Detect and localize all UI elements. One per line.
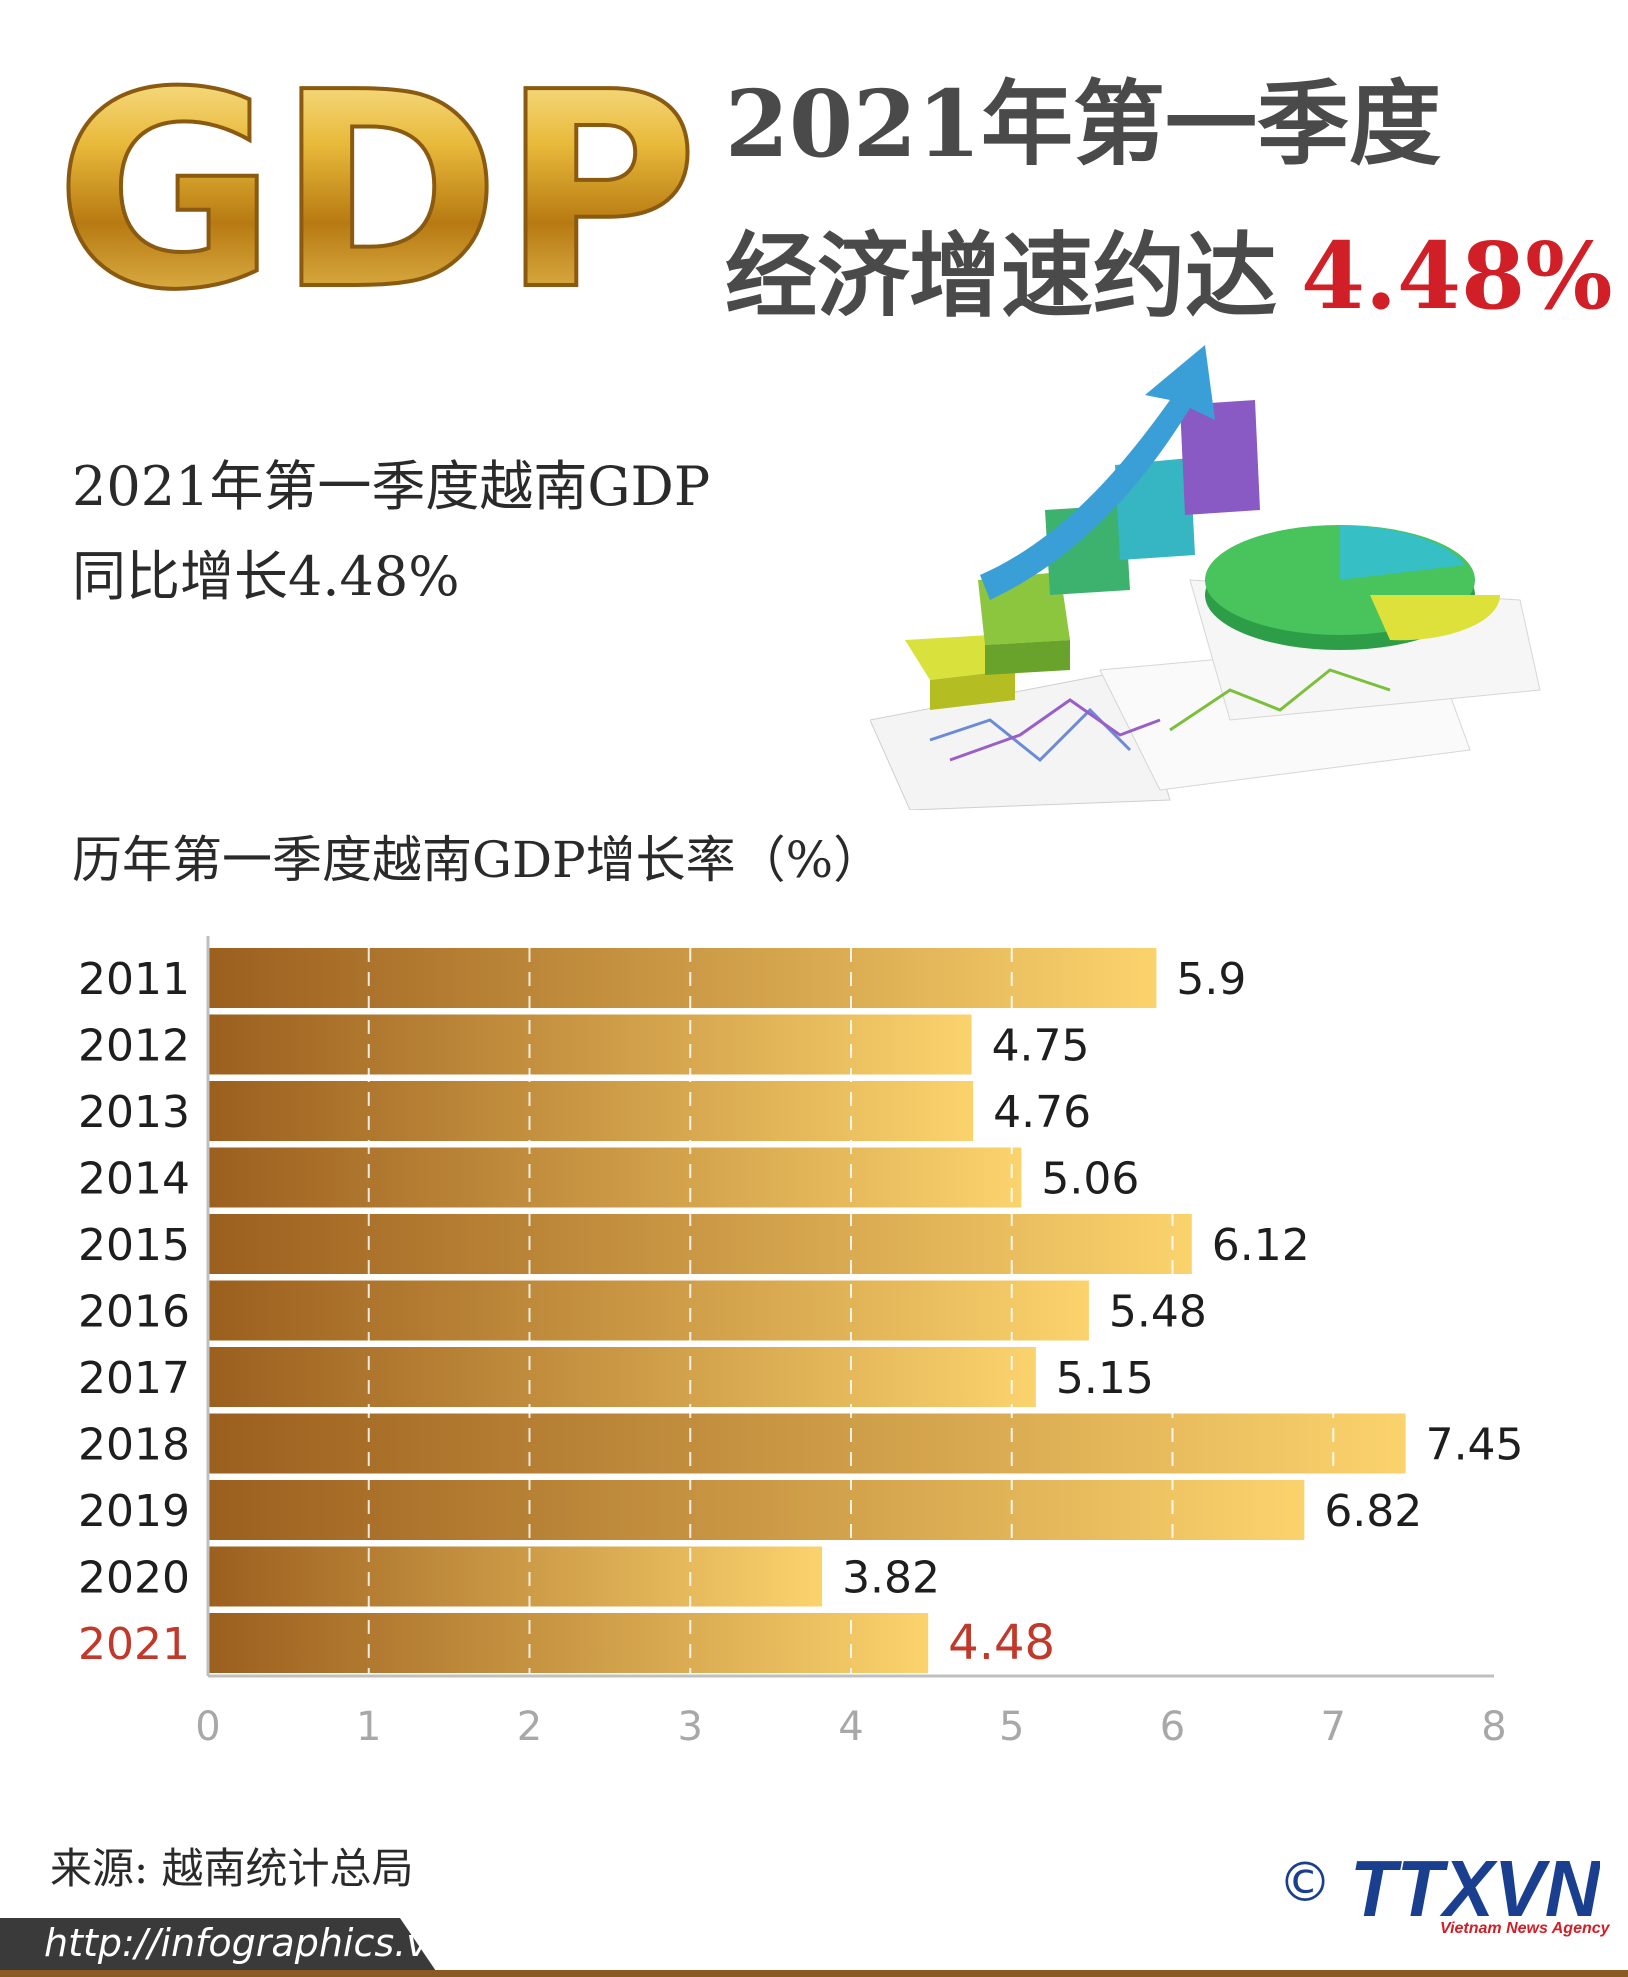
chart-title: 历年第一季度越南GDP增长率（%） — [72, 831, 884, 889]
bar-2013 — [208, 1081, 974, 1141]
x-tick-label-4: 4 — [838, 1704, 863, 1750]
x-tick-label-6: 6 — [1160, 1704, 1185, 1750]
value-label-2011: 5.9 — [1176, 954, 1246, 1005]
y-tick-label-2020: 2020 — [78, 1553, 190, 1604]
x-tick-label-2: 2 — [517, 1704, 542, 1750]
gdp-logo: GDP — [55, 60, 701, 320]
x-tick-label-7: 7 — [1321, 1704, 1346, 1750]
x-tick-label-8: 8 — [1481, 1704, 1506, 1750]
page-title-text: 经济增速约达 — [725, 222, 1278, 330]
value-label-2015: 6.12 — [1212, 1220, 1310, 1271]
value-label-2021: 4.48 — [948, 1615, 1055, 1671]
source-note: 来源: 越南统计总局 — [50, 1844, 414, 1893]
value-label-2013: 4.76 — [993, 1087, 1091, 1138]
url-bar — [0, 1918, 1628, 1977]
value-label-2017: 5.15 — [1056, 1353, 1154, 1404]
value-label-2016: 5.48 — [1109, 1287, 1207, 1338]
y-tick-label-2018: 2018 — [78, 1420, 190, 1471]
bar-2016 — [208, 1280, 1089, 1341]
value-label-2020: 3.82 — [842, 1553, 940, 1604]
page-title-highlight: 4.48% — [1301, 222, 1613, 330]
bar-2017 — [208, 1347, 1036, 1407]
bar-2018 — [208, 1413, 1406, 1474]
bar-2011 — [208, 948, 1157, 1008]
value-label-2018: 7.45 — [1426, 1420, 1524, 1471]
agency-subtitle: Vietnam News Agency — [1440, 1920, 1610, 1937]
x-tick-label-1: 1 — [356, 1704, 381, 1750]
x-tick-label-0: 0 — [195, 1704, 220, 1750]
y-tick-label-2015: 2015 — [78, 1220, 190, 1271]
summary-line2: 同比增长4.48% — [72, 545, 460, 608]
y-tick-label-2016: 2016 — [78, 1287, 190, 1338]
x-tick-label-3: 3 — [678, 1704, 703, 1750]
website-link[interactable]: http://infographics.vn — [44, 1921, 453, 1965]
value-label-2012: 4.75 — [992, 1021, 1090, 1072]
y-tick-label-2011: 2011 — [78, 954, 190, 1005]
bar-2021 — [208, 1613, 929, 1673]
gdp-logo-text: GDP — [55, 60, 699, 320]
value-label-2014: 5.06 — [1041, 1154, 1139, 1205]
chart-illustration-icon — [870, 345, 1541, 810]
bar-2012 — [208, 1014, 972, 1075]
value-label-2019: 6.82 — [1324, 1486, 1422, 1537]
agency-logo-text: TTXVN — [1350, 1852, 1600, 1922]
y-tick-label-2021: 2021 — [78, 1619, 190, 1670]
bar-2020 — [208, 1546, 823, 1607]
y-tick-label-2017: 2017 — [78, 1353, 190, 1404]
y-tick-label-2019: 2019 — [78, 1486, 190, 1537]
y-tick-label-2013: 2013 — [78, 1087, 190, 1138]
bar-2015 — [208, 1214, 1192, 1274]
y-tick-label-2014: 2014 — [78, 1154, 190, 1205]
bar-2019 — [208, 1480, 1305, 1540]
x-tick-label-5: 5 — [999, 1704, 1024, 1750]
copyright-icon: © — [1278, 1851, 1332, 1914]
page-title-line2: 经济增速约达 4.48% — [725, 230, 1613, 322]
y-tick-label-2012: 2012 — [78, 1021, 190, 1072]
agency-logo: TTXVN — [1350, 1852, 1600, 1922]
summary-line1: 2021年第一季度越南GDP — [72, 455, 711, 518]
page-title-line1: 2021年第一季度 — [725, 70, 1442, 178]
bar-2014 — [208, 1147, 1022, 1208]
